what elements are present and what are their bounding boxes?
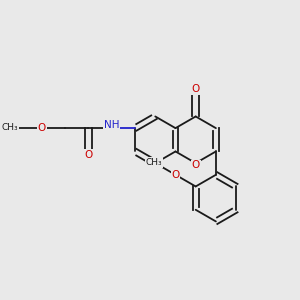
Text: O: O (38, 123, 46, 133)
Text: O: O (192, 84, 200, 94)
Text: O: O (171, 170, 180, 180)
Text: O: O (84, 150, 92, 160)
Text: NH: NH (104, 120, 119, 130)
Text: CH₃: CH₃ (1, 123, 18, 132)
Text: O: O (192, 160, 200, 170)
Text: CH₃: CH₃ (146, 158, 162, 167)
